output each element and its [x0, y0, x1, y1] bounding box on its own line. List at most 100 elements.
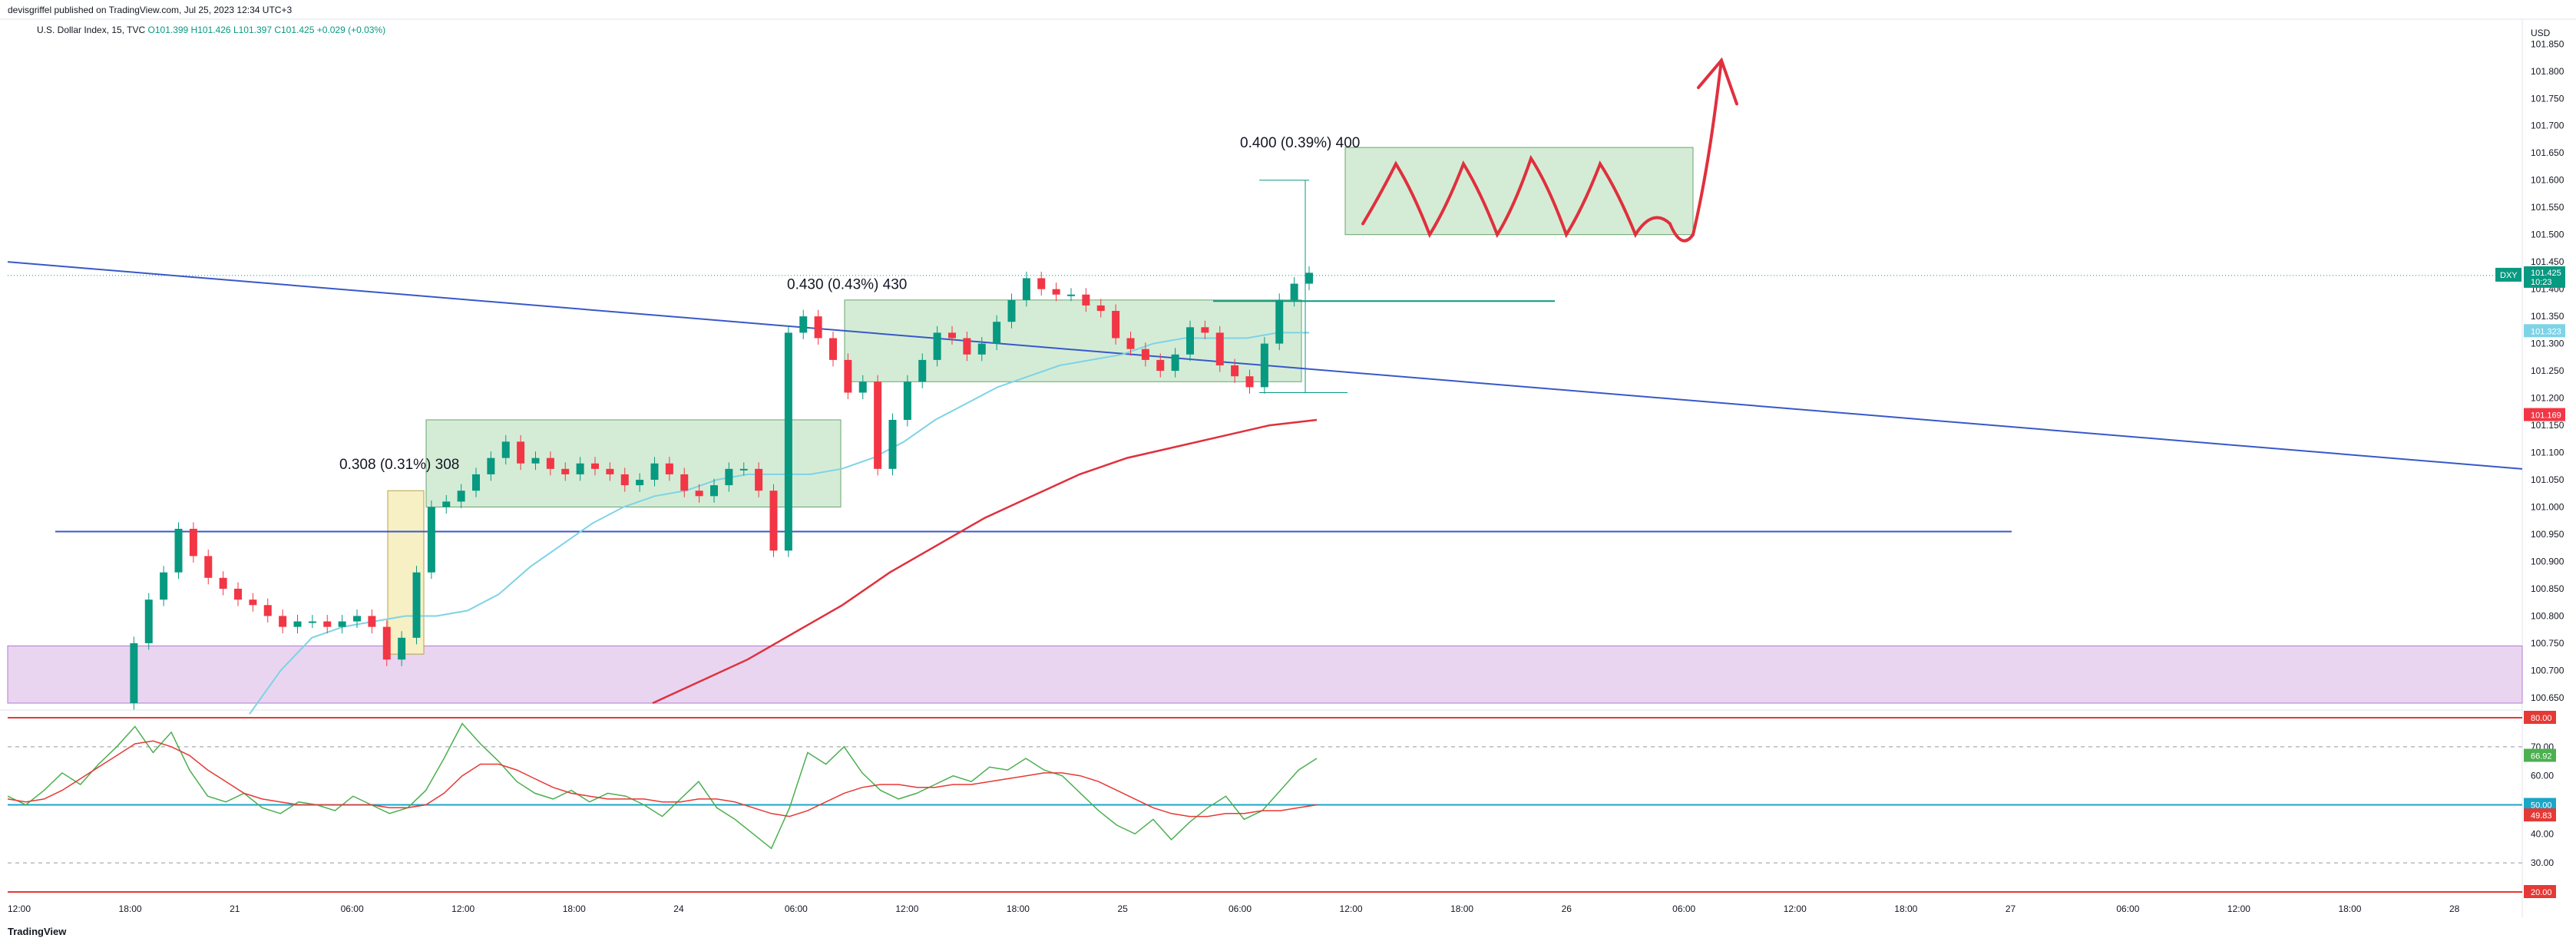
candle-body	[1096, 305, 1105, 312]
candle-body	[472, 474, 480, 491]
symbol-badge	[2495, 267, 2521, 282]
price-tick: 101.050	[2531, 474, 2564, 485]
candle-body	[160, 572, 168, 600]
ohlc-values: O101.399 H101.426 L101.397 C101.425 +0.0…	[147, 25, 386, 35]
candle-body	[1052, 289, 1060, 295]
candle-body	[308, 621, 316, 623]
candle-body	[650, 463, 659, 481]
candle-body	[784, 332, 792, 551]
rsi-tick: 40.00	[2531, 828, 2554, 839]
ema-slow-badge	[2524, 408, 2565, 421]
candle-body	[338, 621, 346, 627]
candle-body	[457, 491, 465, 502]
price-tick: 101.850	[2531, 38, 2564, 49]
price-tick: 101.350	[2531, 311, 2564, 322]
price-tick: 101.500	[2531, 230, 2564, 240]
rsi-ma-badge	[2524, 808, 2556, 822]
candle-body	[1201, 327, 1209, 333]
candle-body	[1290, 283, 1298, 300]
ema-fast-value: 101.323	[2531, 327, 2561, 336]
price-tick: 100.750	[2531, 638, 2564, 649]
time-tick: 18:00	[1007, 903, 1030, 914]
candle-body	[1260, 343, 1268, 388]
candle-body	[739, 468, 748, 471]
candle-body	[606, 468, 614, 474]
rsi-tick: 20.00	[2531, 888, 2552, 897]
time-tick: 18:00	[1894, 903, 1917, 914]
time-tick: 12:00	[895, 903, 918, 914]
candle-body	[531, 457, 540, 464]
candle-body	[918, 359, 927, 382]
arrow-head	[1697, 57, 1738, 106]
candle-body	[517, 441, 525, 464]
candle-body	[427, 507, 435, 573]
candle-body	[874, 382, 882, 469]
candle-body	[1156, 359, 1165, 372]
time-tick: 18:00	[1450, 903, 1473, 914]
candle-body	[1082, 294, 1090, 306]
time-tick: 24	[673, 903, 684, 914]
candle-body	[293, 621, 302, 627]
price-tick: 101.250	[2531, 365, 2564, 376]
candle-body	[1231, 365, 1239, 377]
measure-label-1: 0.308 (0.31%) 308	[339, 457, 459, 473]
candle-body	[680, 474, 689, 491]
time-tick: 26	[1562, 903, 1572, 914]
candle-body	[963, 338, 971, 355]
candle-body	[576, 463, 584, 474]
candle-body	[487, 457, 495, 474]
price-tick: 100.850	[2531, 583, 2564, 594]
candle-body	[814, 316, 822, 339]
candle-body	[769, 491, 778, 551]
candle-body	[993, 322, 1001, 344]
ema-fast-line	[249, 332, 1309, 715]
time-tick: 06:00	[341, 903, 364, 914]
candle-body	[829, 338, 837, 360]
candle-body	[888, 419, 897, 469]
price-tick: 101.800	[2531, 66, 2564, 77]
measure-label-3: 0.400 (0.39%) 400	[1240, 135, 1360, 151]
candle-body	[279, 616, 287, 627]
tradingview-logo: TradingView	[8, 926, 67, 937]
price-tick: 101.650	[2531, 147, 2564, 158]
candle-body	[1126, 338, 1135, 349]
candle-body	[189, 528, 197, 557]
time-tick: 18:00	[2338, 903, 2361, 914]
price-tick: 101.550	[2531, 202, 2564, 213]
candle-body	[755, 468, 763, 491]
time-tick: 06:00	[785, 903, 808, 914]
candle-body	[382, 626, 391, 660]
candle-body	[398, 637, 406, 660]
symbol-legend: U.S. Dollar Index, 15, TVC O101.399 H101…	[37, 25, 385, 35]
time-tick: 12:00	[1784, 903, 1807, 914]
candle-body	[368, 616, 376, 627]
price-tick: 101.600	[2531, 175, 2564, 186]
candle-body	[1112, 311, 1120, 339]
candle-body	[1171, 354, 1179, 372]
candle-body	[933, 332, 941, 360]
rsi-tick: 50.00	[2531, 801, 2552, 811]
candle-body	[174, 528, 183, 573]
price-tick: 101.450	[2531, 256, 2564, 267]
time-tick: 06:00	[2116, 903, 2139, 914]
price-tick: 101.150	[2531, 420, 2564, 431]
candle-body	[263, 605, 272, 616]
axes: 101.850 101.800 101.750 101.700 101.650 101.6…	[8, 38, 2565, 914]
candle-body	[977, 343, 986, 355]
rsi-line	[7, 722, 1318, 850]
candle-body	[1215, 332, 1224, 365]
price-tick: 100.900	[2531, 556, 2564, 566]
candle-body	[353, 616, 361, 622]
ema-fast-badge	[2524, 324, 2565, 338]
last-price: 101.425	[2531, 269, 2561, 278]
rsi-tick: 80.00	[2531, 714, 2552, 723]
symbol-name: U.S. Dollar Index, 15, TVC	[37, 25, 146, 35]
candle-body	[1305, 273, 1313, 284]
time-tick: 12:00	[451, 903, 475, 914]
price-tick: 100.800	[2531, 610, 2564, 621]
candle-body	[858, 382, 867, 393]
time-tick: 12:00	[2227, 903, 2250, 914]
time-tick: 06:00	[1672, 903, 1695, 914]
price-tick: 100.950	[2531, 529, 2564, 540]
